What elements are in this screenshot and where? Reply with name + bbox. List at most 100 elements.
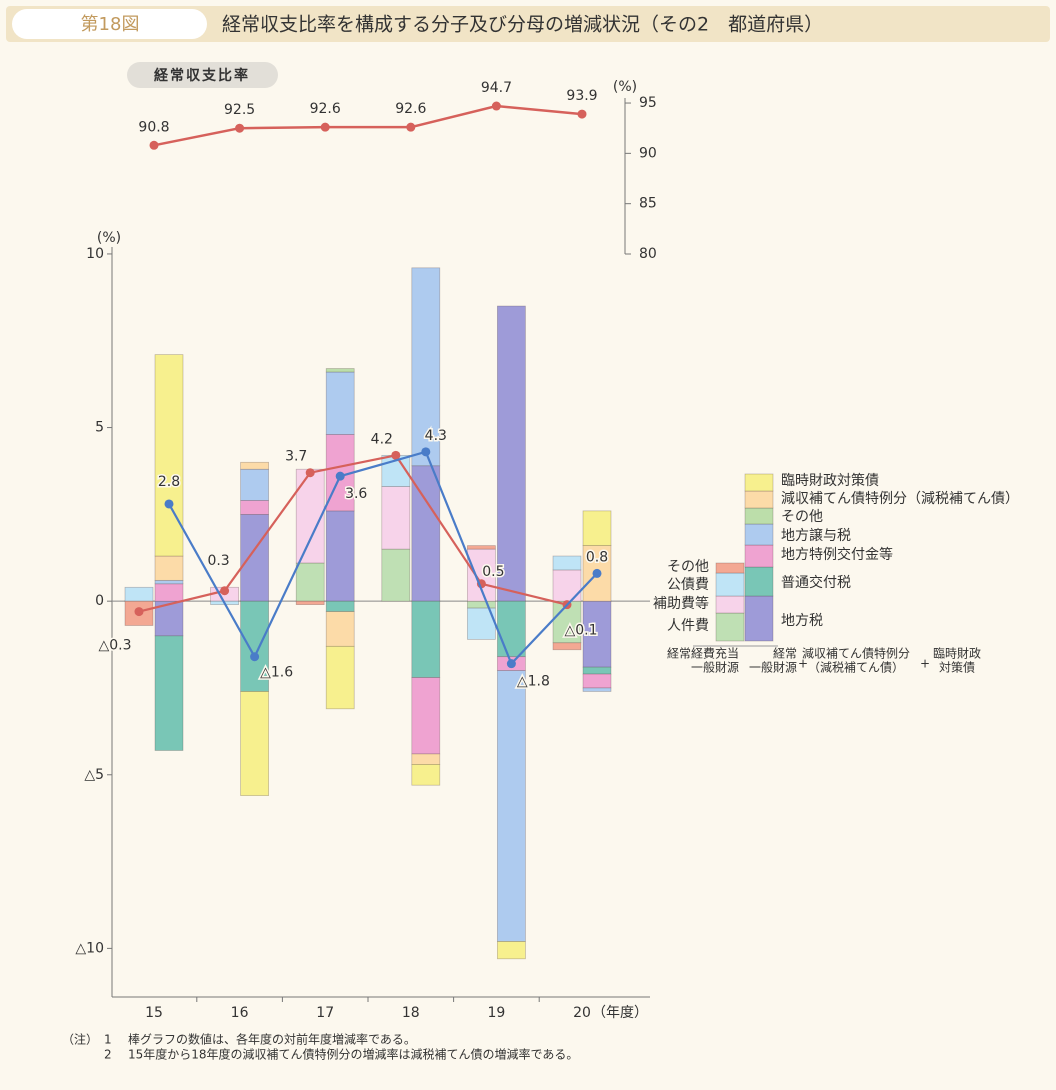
legend-label: 人件費 (667, 618, 709, 634)
y-tick-label: 5 (95, 420, 104, 436)
header-bar (6, 6, 1050, 42)
legend-label: 普通交付税 (781, 574, 851, 591)
note-text: 15年度から18年度の減収補てん債特例分の増減率は減税補てん債の増減率である。 (128, 1047, 578, 1062)
x-unit: （年度） (592, 1005, 648, 1021)
legend-note: 対策債 (939, 660, 975, 675)
value-label: 90.8 (138, 119, 169, 135)
legend-swatch (744, 490, 774, 509)
note-text: 棒グラフの数値は、各年度の対前年度増減率である。 (128, 1032, 416, 1047)
bar-segment (154, 579, 184, 585)
bar-segment (295, 600, 325, 605)
legend-label: その他 (667, 559, 709, 575)
y-tick-label: 95 (639, 95, 657, 111)
legend-group-label: 一般財源 (691, 660, 739, 675)
x-tick-label: 20 (573, 1005, 591, 1021)
legend-note: 減収補てん債特例分 (802, 646, 910, 661)
x-tick-label: 16 (231, 1005, 249, 1021)
bar-segment (325, 611, 355, 647)
bar-segment (240, 461, 269, 470)
legend-label: 地方税 (781, 613, 823, 629)
legend-label: 地方譲与税 (781, 528, 851, 544)
value-label: 3.6 (345, 486, 367, 502)
bar-segment (124, 586, 154, 602)
x-tick-label: 15 (145, 1005, 163, 1021)
value-label: 92.5 (224, 102, 255, 118)
legend-swatch (715, 612, 745, 642)
change-line (138, 454, 568, 613)
x-tick-label: 18 (402, 1005, 420, 1021)
figure-number: 第18図 (81, 14, 140, 35)
legend-swatch (744, 544, 774, 568)
value-label: 94.7 (481, 80, 512, 96)
change-point (250, 652, 260, 662)
change-point (335, 471, 345, 481)
note-number: 2 (104, 1048, 112, 1062)
value-label: 93.9 (566, 88, 597, 104)
ratio-line (153, 104, 583, 147)
legend-swatch (744, 595, 774, 642)
ratio-point (320, 122, 330, 132)
legend-note: 臨時財政 (933, 646, 981, 661)
value-label: 4.2 (371, 431, 393, 447)
page-title: 経常収支比率を構成する分子及び分母の増減状況（その2 都道府県） (222, 14, 823, 36)
y-tick-label: 10 (86, 246, 104, 262)
bar-segment (467, 600, 496, 609)
change-point (164, 499, 174, 509)
legend-note: + (920, 657, 930, 671)
legend-swatch (715, 572, 745, 597)
change-point (391, 450, 401, 460)
legend-note: （減税補てん債） (808, 660, 904, 675)
change-line (168, 450, 598, 666)
bar-segment (582, 687, 612, 692)
bar-segment (154, 354, 184, 557)
bar-segment (240, 500, 269, 515)
bar-segment (552, 642, 582, 651)
bar-segment (381, 486, 411, 550)
bar-segment (154, 555, 184, 581)
legend-label: 臨時財政対策債 (781, 472, 879, 489)
legend-swatch (744, 473, 774, 492)
bar-segment (411, 764, 441, 786)
legend-label: 補助費等 (653, 595, 709, 612)
bar-segment (582, 666, 612, 675)
bar-segment (497, 305, 526, 602)
y-tick-label: 80 (639, 246, 657, 262)
bar-segment (497, 600, 526, 658)
legend-swatch (715, 562, 745, 574)
bar-segment (467, 545, 496, 550)
bar-segment (240, 468, 269, 501)
value-label: △0.3 (98, 638, 131, 654)
bar-segment (411, 677, 441, 755)
change-point (220, 586, 230, 596)
change-point (305, 468, 315, 478)
ratio-point (149, 140, 159, 150)
value-label: △1.8 (517, 674, 550, 690)
bar-segment (325, 645, 355, 710)
bar-segment (240, 691, 269, 796)
change-point (421, 447, 431, 457)
bar-segment (411, 267, 441, 467)
bar-segment (295, 562, 325, 602)
ratio-title-pill (127, 62, 278, 88)
y-tick-label: △10 (75, 940, 104, 956)
legend-label: 公債費 (667, 577, 709, 593)
bar-segment (325, 510, 355, 602)
y-tick-label: 0 (95, 593, 104, 609)
value-label: 4.3 (425, 428, 447, 444)
x-tick-label: 17 (316, 1005, 334, 1021)
bar-segment (240, 600, 269, 692)
y-tick-label: △5 (84, 767, 104, 783)
legend-group-label: 経常 (773, 647, 797, 661)
bar-segment (154, 635, 184, 751)
note-number: 1 (104, 1033, 112, 1047)
bar-segment (240, 514, 269, 602)
value-label: △0.1 (564, 623, 597, 639)
y-tick-label: 85 (639, 196, 657, 212)
legend-label: 地方特例交付金等 (781, 546, 893, 563)
legend-label: 減収補てん債特例分（減税補てん債） (781, 490, 1019, 507)
legend-label: その他 (781, 509, 823, 525)
bar-segment (325, 600, 355, 612)
bar-segment (154, 583, 184, 602)
ratio-title: 経常収支比率 (154, 67, 250, 84)
